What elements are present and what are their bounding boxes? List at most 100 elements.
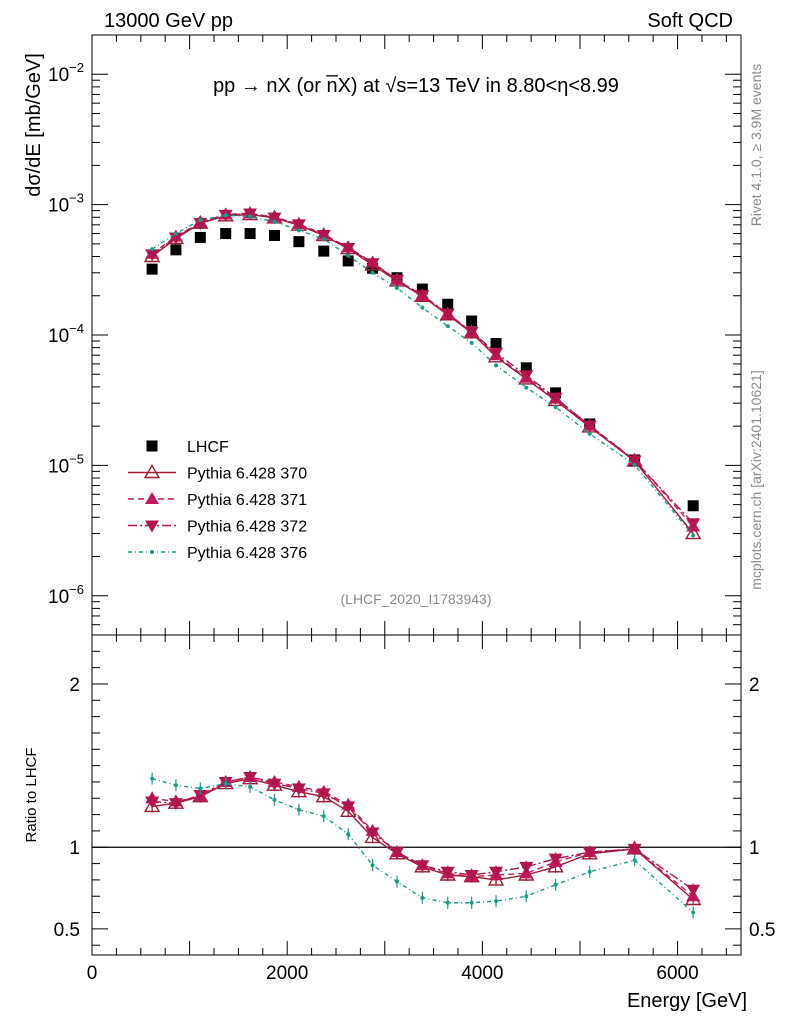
ratio-point-p376: [370, 863, 375, 868]
main-line-p370: [151, 213, 694, 534]
ratio-point-p372: [686, 884, 701, 897]
legend-label: Pythia 6.428 370: [187, 466, 307, 483]
ratio-point-p372: [464, 870, 479, 882]
category-label: Soft QCD: [647, 10, 733, 32]
main-point-p376: [420, 305, 425, 310]
ratio-point-p376: [494, 899, 499, 904]
ratio-point-p372: [627, 843, 642, 856]
main-point-p376: [223, 213, 228, 218]
main-point-p376: [272, 219, 277, 224]
main-point-p376: [632, 462, 637, 467]
y-tick-label: 10−5: [48, 451, 84, 477]
main-point-data: [442, 298, 454, 310]
main-point-data: [342, 255, 354, 267]
legend: LHCF Pythia 6.428 370 Pythia 6.428 371 Pyth…: [128, 439, 307, 562]
ratio-y-tick-label-right: 1: [749, 838, 760, 859]
ratio-point-p376: [445, 900, 450, 905]
ratio-point-p372: [341, 801, 356, 814]
ratio-point-p376: [346, 832, 351, 837]
ratio-series: [143, 770, 702, 919]
ratio-line-p372: [152, 776, 694, 891]
legend-marker-p376: [150, 550, 154, 554]
y-tick-label: 10−3: [48, 191, 84, 217]
main-point-data: [687, 500, 699, 512]
main-point-p376: [296, 228, 301, 233]
ratio-y-tick-label-right: 2: [749, 675, 760, 696]
main-point-p376: [198, 218, 203, 223]
main-point-p372: [548, 392, 563, 405]
main-point-p376: [346, 253, 351, 258]
ratio-point-p376: [150, 776, 155, 781]
ratio-y-axis-title: Ratio to LHCF: [23, 747, 40, 842]
ratio-point-p372: [582, 847, 597, 860]
rivet-version-label: Rivet 4.1.0, ≥ 3.9M events: [748, 64, 764, 227]
main-point-p376: [150, 247, 155, 252]
main-point-p372: [519, 370, 534, 383]
main-point-p372: [389, 274, 404, 287]
ratio-point-p370: [364, 829, 381, 844]
ratio-point-p372: [316, 788, 331, 801]
main-point-p376: [248, 214, 253, 219]
y-tick-label: 10−4: [48, 321, 84, 347]
main-point-data: [318, 245, 330, 257]
ratio-y-tick-label: 0.5: [54, 920, 80, 941]
x-tick-label: 4000: [461, 963, 503, 984]
legend-label: Pythia 6.428 371: [187, 492, 307, 509]
main-point-p372: [267, 212, 282, 225]
main-point-p376: [587, 431, 592, 436]
main-point-p372: [193, 217, 208, 230]
ratio-line-p376: [151, 777, 694, 914]
ratio-y-tick-label: 1: [69, 838, 80, 859]
analysis-id: (LHCF_2020_I1783943): [341, 591, 492, 607]
ratio-point-p376: [420, 895, 425, 900]
ratio-y-tick-label: 2: [69, 675, 80, 696]
main-line-p376: [151, 214, 694, 536]
main-point-p372: [341, 242, 356, 255]
main-point-p370: [684, 525, 702, 540]
main-point-p372: [686, 518, 701, 531]
main-point-p372: [440, 308, 455, 321]
ratio-point-p372: [365, 827, 380, 840]
main-series: [143, 206, 702, 540]
legend-marker-p370: [143, 464, 161, 479]
ratio-point-p372: [389, 847, 404, 860]
ratio-point-p376: [587, 869, 592, 874]
ratio-point-p376: [321, 814, 326, 819]
main-axis-ticks: 10−6 10−5 10−4 10−3 10−2: [48, 34, 741, 636]
ratio-point-p376: [632, 858, 637, 863]
ratio-point-p376: [248, 784, 253, 789]
ratio-point-p376: [553, 882, 558, 887]
y-tick-label: 10−2: [48, 60, 84, 86]
ratio-line-p370: [152, 777, 694, 901]
legend-label: Pythia 6.428 376: [187, 545, 307, 562]
main-point-data: [244, 228, 256, 240]
ratio-point-p372: [145, 796, 160, 809]
x-axis-title: Energy [GeV]: [627, 990, 747, 1012]
ratio-point-p376: [198, 786, 203, 791]
main-point-p372: [291, 219, 306, 232]
main-point-p376: [394, 285, 399, 290]
main-point-p372: [627, 455, 642, 468]
mcplots-label: mcplots.cern.ch [arXiv:2401.10621]: [748, 370, 764, 589]
main-point-p376: [469, 340, 474, 345]
main-point-p372: [365, 258, 380, 271]
ratio-point-p372: [193, 790, 208, 802]
main-point-data: [146, 263, 158, 275]
ratio-point-p372: [243, 772, 258, 785]
ratio-plot-frame: [91, 634, 742, 956]
main-point-p376: [173, 231, 178, 236]
ratio-panel: 0 2000 4000 6000 0.5 0.5 1 1 2 2: [54, 634, 775, 984]
ratio-point-p372: [440, 866, 455, 879]
ratio-point-p372: [168, 798, 183, 811]
ratio-point-p376: [469, 900, 474, 905]
main-point-p372: [464, 326, 479, 339]
ratio-point-p376: [296, 807, 301, 812]
energy-label: 13000 GeV pp: [104, 10, 233, 32]
ratio-axis-ticks: 0 2000 4000 6000 0.5 0.5 1 1 2 2: [54, 635, 775, 984]
x-tick-label: 6000: [656, 963, 698, 984]
ratio-point-p370: [143, 798, 161, 813]
main-point-p372: [316, 229, 331, 242]
main-point-p376: [370, 270, 375, 275]
x-tick-label: 0: [87, 963, 98, 984]
